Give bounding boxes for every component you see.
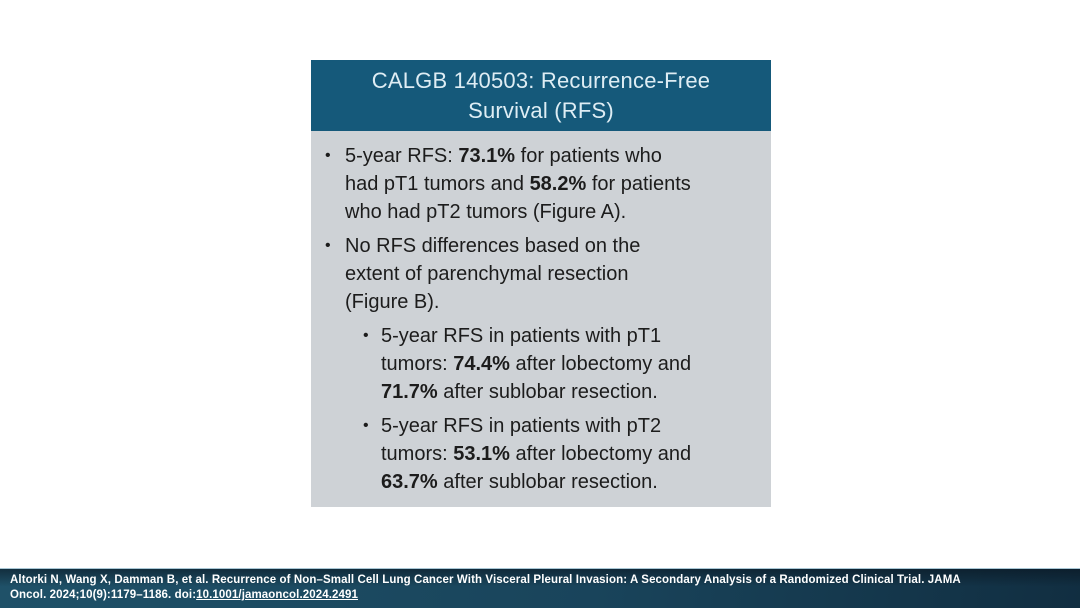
- citation-line-1: Altorki N, Wang X, Damman B, et al. Recu…: [10, 574, 961, 586]
- bullet-list: • 5-year RFS: 73.1% for patients who had …: [323, 142, 759, 496]
- bullet-text: No RFS differences based on the extent o…: [345, 235, 641, 313]
- card-body: • 5-year RFS: 73.1% for patients who had …: [311, 131, 771, 507]
- bullet-item: • No RFS differences based on the extent …: [323, 232, 759, 316]
- bullet-item: • 5-year RFS in patients with pT2 tumors:…: [323, 412, 759, 496]
- bullet-text: 5-year RFS in patients with pT1 tumors: …: [381, 325, 692, 403]
- content-card: CALGB 140503: Recurrence-Free Survival (…: [311, 60, 771, 507]
- bullet-dot: •: [325, 237, 331, 254]
- bullet-text: 5-year RFS: 73.1% for patients who had p…: [345, 145, 691, 223]
- citation-line-2-text: Oncol. 2024;10(9):1179–1186. doi:: [10, 589, 197, 601]
- bullet-text: 5-year RFS in patients with pT2 tumors: …: [381, 415, 692, 493]
- bullet-dot: •: [325, 147, 331, 164]
- card-title-bar: CALGB 140503: Recurrence-Free Survival (…: [311, 60, 771, 131]
- bullet-dot: •: [363, 327, 369, 344]
- citation-line-2: Oncol. 2024;10(9):1179–1186. doi:10.1001…: [10, 588, 1070, 603]
- bullet-item: • 5-year RFS: 73.1% for patients who had …: [323, 142, 759, 226]
- bullet-dot: •: [363, 417, 369, 434]
- doi-link[interactable]: 10.1001/jamaoncol.2024.2491: [196, 589, 359, 601]
- citation-footer: Altorki N, Wang X, Damman B, et al. Recu…: [0, 568, 1080, 608]
- slide-title: CALGB 140503: Recurrence-Free Survival (…: [371, 67, 711, 123]
- bullet-item: • 5-year RFS in patients with pT1 tumors:…: [323, 322, 759, 406]
